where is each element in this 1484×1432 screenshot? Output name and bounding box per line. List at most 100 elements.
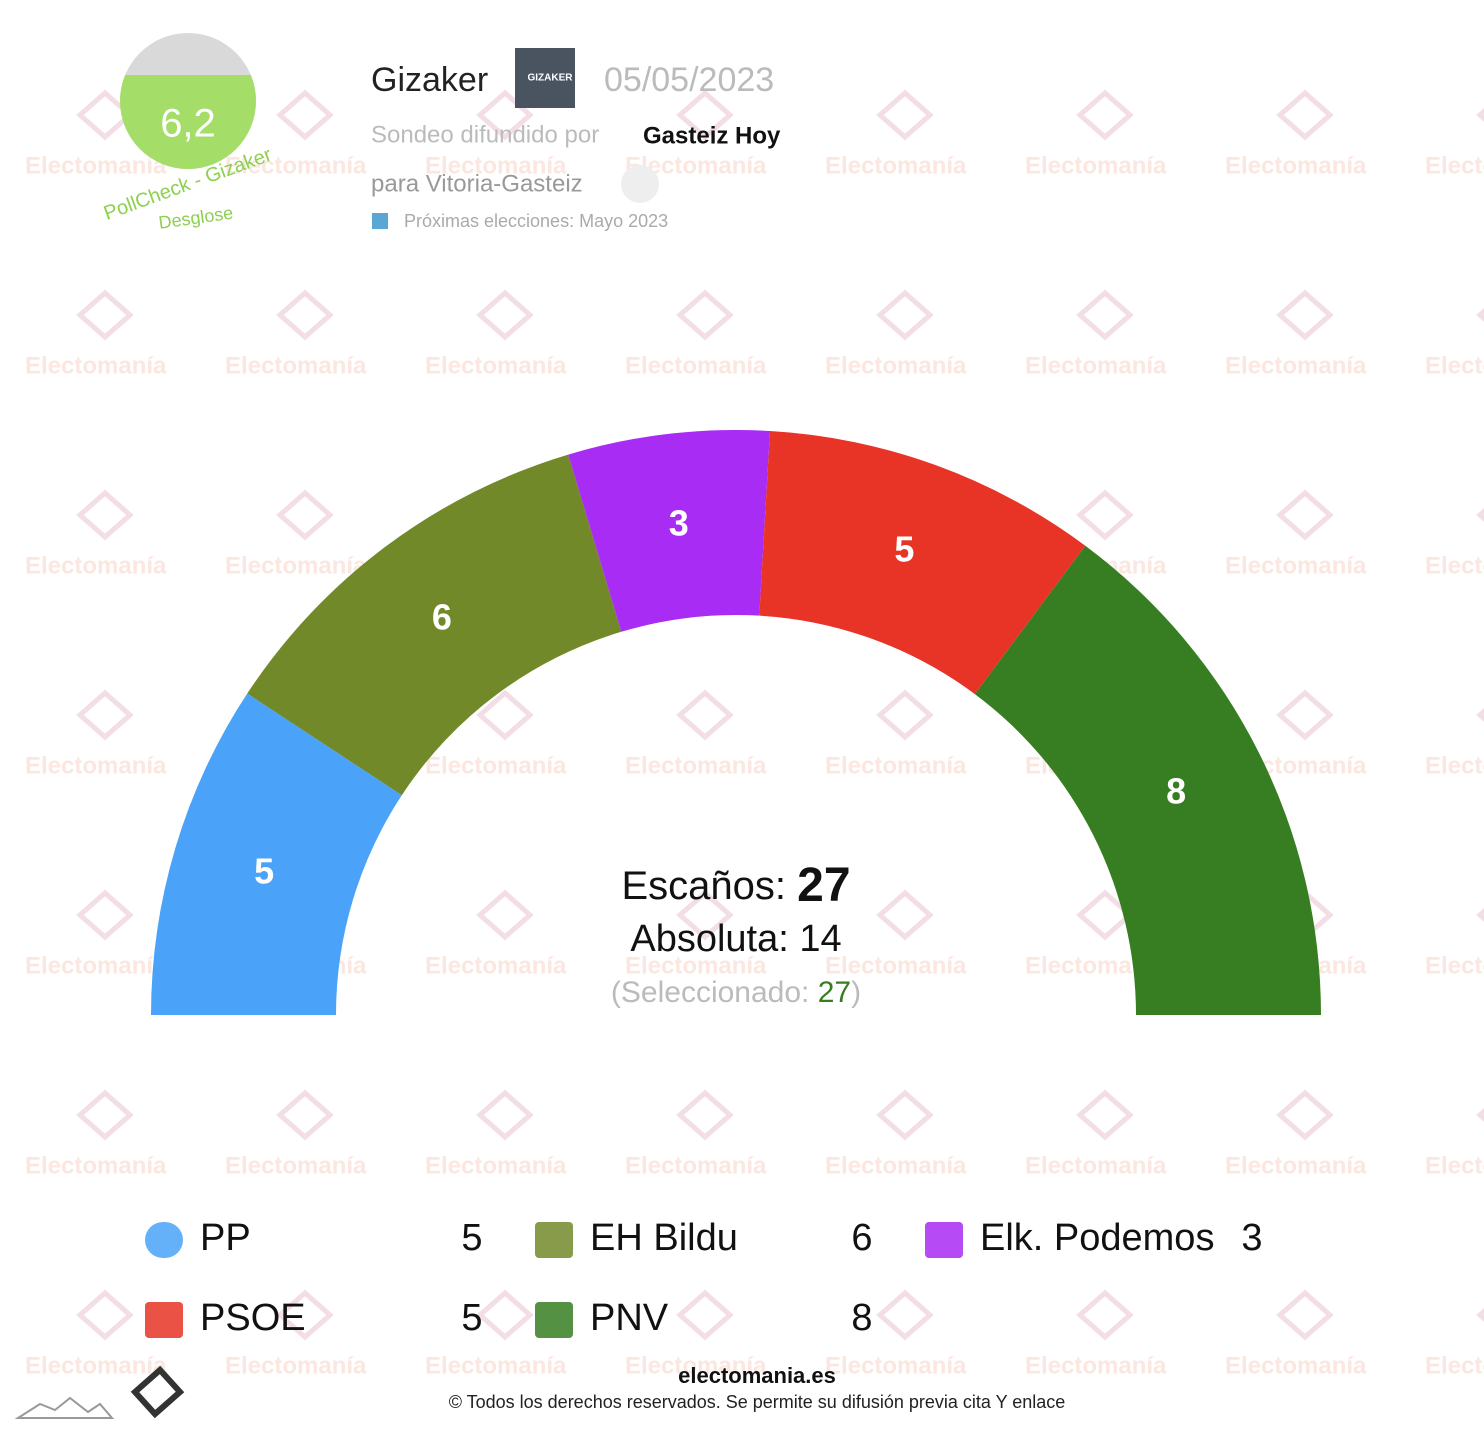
watermark-text: Electomanía bbox=[25, 152, 167, 179]
legend-value: 8 bbox=[851, 1297, 872, 1339]
watermark-text: Electomanía bbox=[25, 352, 167, 379]
pollster-logo-bg bbox=[515, 48, 575, 108]
watermark-text: Electomanía bbox=[225, 352, 367, 379]
legend-icon bbox=[145, 1222, 183, 1258]
legend-value: 5 bbox=[461, 1217, 482, 1259]
seat-label: 8 bbox=[1166, 770, 1186, 811]
breakdown-link[interactable]: Desglose bbox=[157, 203, 234, 233]
legend-icon bbox=[535, 1222, 573, 1258]
selected-label: (Seleccionado: bbox=[611, 976, 809, 1009]
watermark-text: Electomanía bbox=[1425, 1152, 1484, 1179]
legend-name: Elk. Podemos bbox=[980, 1217, 1214, 1259]
watermark-icon bbox=[476, 1289, 534, 1341]
watermark-icon bbox=[676, 1289, 734, 1341]
watermark-icon bbox=[876, 1289, 934, 1341]
seat-segment bbox=[568, 429, 771, 632]
watermark-icon bbox=[1076, 289, 1134, 341]
legend-value: 5 bbox=[461, 1297, 482, 1339]
watermark-icon bbox=[876, 889, 934, 941]
majority: 14 bbox=[799, 918, 841, 960]
watermark-icon bbox=[1276, 489, 1334, 541]
published-label: Sondeo difundido por bbox=[371, 121, 599, 148]
copyright: © Todos los derechos reservados. Se perm… bbox=[449, 1392, 1066, 1412]
score: 6,2 bbox=[160, 102, 216, 146]
watermark-text: Electomanía bbox=[1225, 1352, 1367, 1379]
site: electomania.es bbox=[678, 1363, 836, 1388]
watermark-icon bbox=[76, 889, 134, 941]
majority-line: Absoluta: 14 bbox=[630, 918, 841, 960]
watermark-icon bbox=[676, 889, 734, 941]
legend-value: 6 bbox=[851, 1217, 872, 1259]
next-elections: Próximas elecciones: Mayo 2023 bbox=[404, 211, 668, 231]
watermark-icon bbox=[76, 489, 134, 541]
watermark-text: Electomanía bbox=[25, 1152, 167, 1179]
watermark-text: Electomanía bbox=[825, 752, 967, 779]
watermark-text: Electomanía bbox=[1425, 352, 1484, 379]
watermark-text: Electomanía bbox=[425, 752, 567, 779]
watermark-text: Electomanía bbox=[25, 952, 167, 979]
seat-segment bbox=[151, 693, 402, 1015]
watermark-icon bbox=[476, 289, 534, 341]
watermark-text: Electomanía bbox=[1225, 552, 1367, 579]
seat-label: 5 bbox=[894, 529, 914, 570]
seats: 27 bbox=[797, 859, 850, 912]
scope-flag bbox=[621, 165, 659, 203]
watermark-text: Electomanía bbox=[25, 552, 167, 579]
watermark-icon bbox=[1476, 908, 1484, 922]
watermark-icon bbox=[476, 89, 534, 141]
watermark-text: Electomanía bbox=[425, 1152, 567, 1179]
watermark-text: Electomanía bbox=[625, 952, 767, 979]
watermark-text: Electomanía bbox=[25, 752, 167, 779]
scope: para Vitoria-Gasteiz bbox=[371, 170, 583, 197]
watermark-icon bbox=[276, 289, 334, 341]
watermark-icon bbox=[676, 689, 734, 741]
watermark-icon bbox=[1076, 489, 1134, 541]
watermark-icon bbox=[876, 289, 934, 341]
watermark-text: Electomanía bbox=[625, 1352, 767, 1379]
seats-label: Escaños: bbox=[621, 864, 786, 908]
watermark-text: Electomanía bbox=[1025, 1152, 1167, 1179]
watermark-icon bbox=[1476, 108, 1484, 122]
watermark-text: Electomanía bbox=[225, 152, 367, 179]
watermark-text: Electomanía bbox=[825, 152, 967, 179]
legend: PP 5 EH Bildu 6 Elk. Podemos 3 PSOE 5 PNV 8 bbox=[145, 1217, 1263, 1339]
ballot-icon bbox=[372, 213, 388, 229]
watermark-text: Electomanía bbox=[225, 1352, 367, 1379]
watermark-icon bbox=[76, 689, 134, 741]
watermark-text: Electomanía bbox=[1025, 152, 1167, 179]
watermark-text: Electomanía bbox=[1425, 152, 1484, 179]
watermark-icon bbox=[76, 289, 134, 341]
score-gauge[interactable]: 6,2 PollCheck - Gizaker Desglose bbox=[101, 33, 275, 233]
legend-name: PP bbox=[200, 1217, 251, 1259]
watermark-text: Electomanía bbox=[25, 1352, 167, 1379]
watermark-icon bbox=[476, 689, 534, 741]
watermark-text: Electomanía bbox=[625, 1152, 767, 1179]
watermark-icon bbox=[1076, 1289, 1134, 1341]
watermark-text: Electomanía bbox=[1425, 552, 1484, 579]
watermark-icon bbox=[1076, 1089, 1134, 1141]
watermark-icon bbox=[276, 1089, 334, 1141]
watermark-icon bbox=[676, 1089, 734, 1141]
watermark-icon bbox=[876, 689, 934, 741]
watermark-text: Electomanía bbox=[825, 1352, 967, 1379]
footer-logo bbox=[130, 1365, 185, 1419]
watermark-icon bbox=[276, 1289, 334, 1341]
seat-label: 5 bbox=[254, 850, 274, 891]
legend-name: EH Bildu bbox=[590, 1217, 738, 1259]
watermark-icon bbox=[1276, 289, 1334, 341]
watermark-icon bbox=[76, 1289, 134, 1341]
seat-segment bbox=[974, 545, 1321, 1015]
seat-segment bbox=[759, 430, 1086, 695]
pollster-logo: GIZAKER bbox=[528, 73, 574, 84]
seat-label: 6 bbox=[432, 596, 452, 637]
watermark-text: Electomanía bbox=[1425, 1352, 1484, 1379]
watermark-text: Electomanía bbox=[825, 952, 967, 979]
watermark-text: Electomanía bbox=[425, 952, 567, 979]
selected-line: (Seleccionado: 27) bbox=[611, 976, 861, 1009]
watermark-text: Electomanía bbox=[825, 352, 967, 379]
seat-label: 3 bbox=[669, 502, 689, 543]
seat-segment bbox=[247, 454, 622, 796]
watermark-icon bbox=[876, 1089, 934, 1141]
watermark-text: Electomanía bbox=[425, 352, 567, 379]
watermark-icon bbox=[1076, 89, 1134, 141]
